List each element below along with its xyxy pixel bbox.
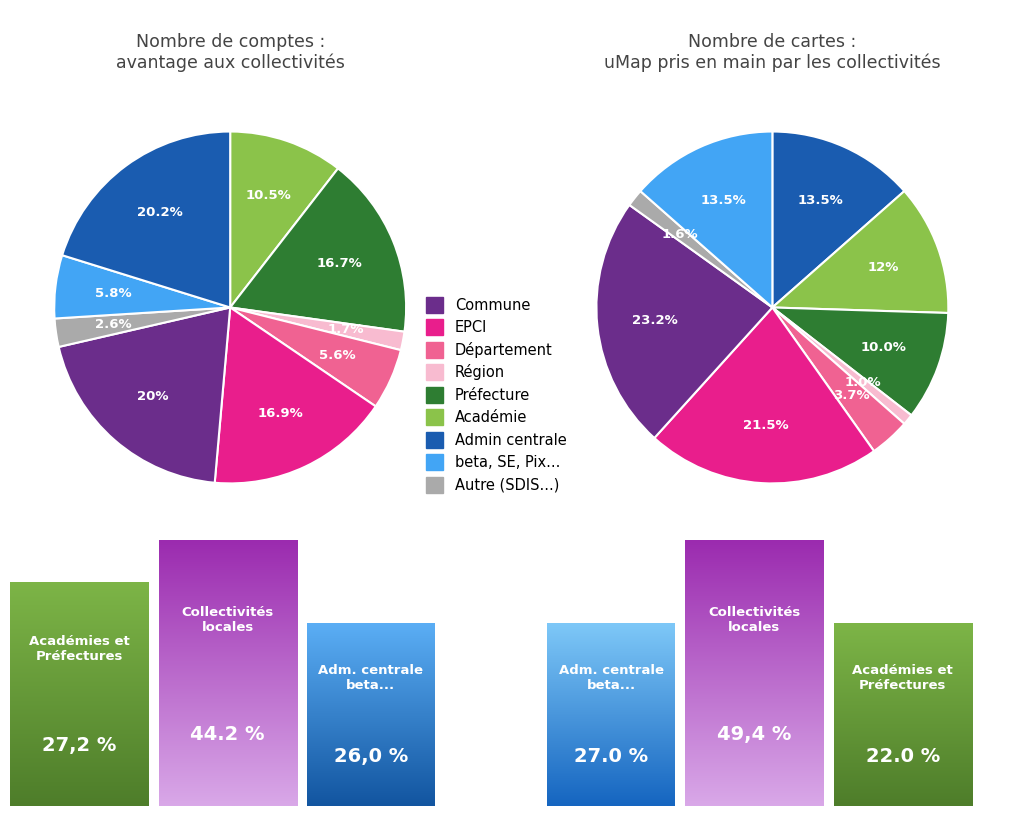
Wedge shape: [629, 191, 772, 307]
Text: 16.9%: 16.9%: [258, 407, 304, 420]
Text: 2.6%: 2.6%: [95, 318, 132, 331]
Wedge shape: [655, 307, 874, 484]
Title: Nombre de comptes :
avantage aux collectivités: Nombre de comptes : avantage aux collect…: [116, 32, 345, 72]
Text: 3.7%: 3.7%: [833, 389, 870, 401]
Wedge shape: [62, 131, 230, 307]
Wedge shape: [58, 307, 230, 483]
Text: 5.8%: 5.8%: [95, 287, 131, 300]
Text: 1.7%: 1.7%: [327, 323, 364, 337]
Text: Collectivités
locales: Collectivités locales: [708, 606, 801, 634]
Wedge shape: [230, 307, 401, 406]
Text: 23.2%: 23.2%: [632, 313, 678, 327]
Text: 26,0 %: 26,0 %: [333, 747, 408, 766]
Wedge shape: [772, 307, 904, 451]
Wedge shape: [230, 169, 406, 332]
Text: 27.0 %: 27.0 %: [574, 747, 649, 766]
Wedge shape: [640, 131, 772, 307]
Wedge shape: [230, 307, 404, 350]
Wedge shape: [230, 131, 338, 307]
Text: 12%: 12%: [868, 261, 899, 274]
Text: Académies et
Préfectures: Académies et Préfectures: [852, 664, 953, 692]
Wedge shape: [215, 307, 375, 484]
Wedge shape: [54, 307, 230, 347]
Text: 1.6%: 1.6%: [662, 228, 699, 240]
Wedge shape: [772, 191, 948, 313]
Wedge shape: [772, 307, 911, 424]
Text: Adm. centrale
beta...: Adm. centrale beta...: [559, 664, 664, 692]
Text: 5.6%: 5.6%: [319, 349, 356, 362]
Text: 13.5%: 13.5%: [798, 194, 844, 207]
Text: 10.0%: 10.0%: [860, 341, 906, 354]
Text: Collectivités
locales: Collectivités locales: [181, 606, 274, 634]
Text: Adm. centrale
beta...: Adm. centrale beta...: [318, 664, 424, 692]
Text: 20.2%: 20.2%: [137, 206, 183, 219]
Text: 1.0%: 1.0%: [845, 376, 882, 389]
Text: 21.5%: 21.5%: [743, 419, 788, 431]
Text: 44.2 %: 44.2 %: [190, 725, 265, 744]
Text: 22.0 %: 22.0 %: [865, 747, 940, 766]
Text: 10.5%: 10.5%: [246, 189, 292, 203]
Text: 49,4 %: 49,4 %: [717, 725, 792, 744]
Legend: Commune, EPCI, Département, Région, Préfecture, Académie, Admin centrale, beta, : Commune, EPCI, Département, Région, Préf…: [419, 291, 573, 499]
Wedge shape: [772, 307, 948, 416]
Wedge shape: [54, 255, 230, 318]
Wedge shape: [772, 131, 904, 307]
Text: 13.5%: 13.5%: [701, 194, 747, 207]
Text: 27,2 %: 27,2 %: [42, 736, 117, 755]
Title: Nombre de cartes :
uMap pris en main par les collectivités: Nombre de cartes : uMap pris en main par…: [604, 32, 941, 72]
Wedge shape: [596, 205, 772, 438]
Text: 20%: 20%: [137, 390, 169, 403]
Text: 16.7%: 16.7%: [316, 257, 362, 269]
Text: Académies et
Préfectures: Académies et Préfectures: [29, 635, 130, 663]
